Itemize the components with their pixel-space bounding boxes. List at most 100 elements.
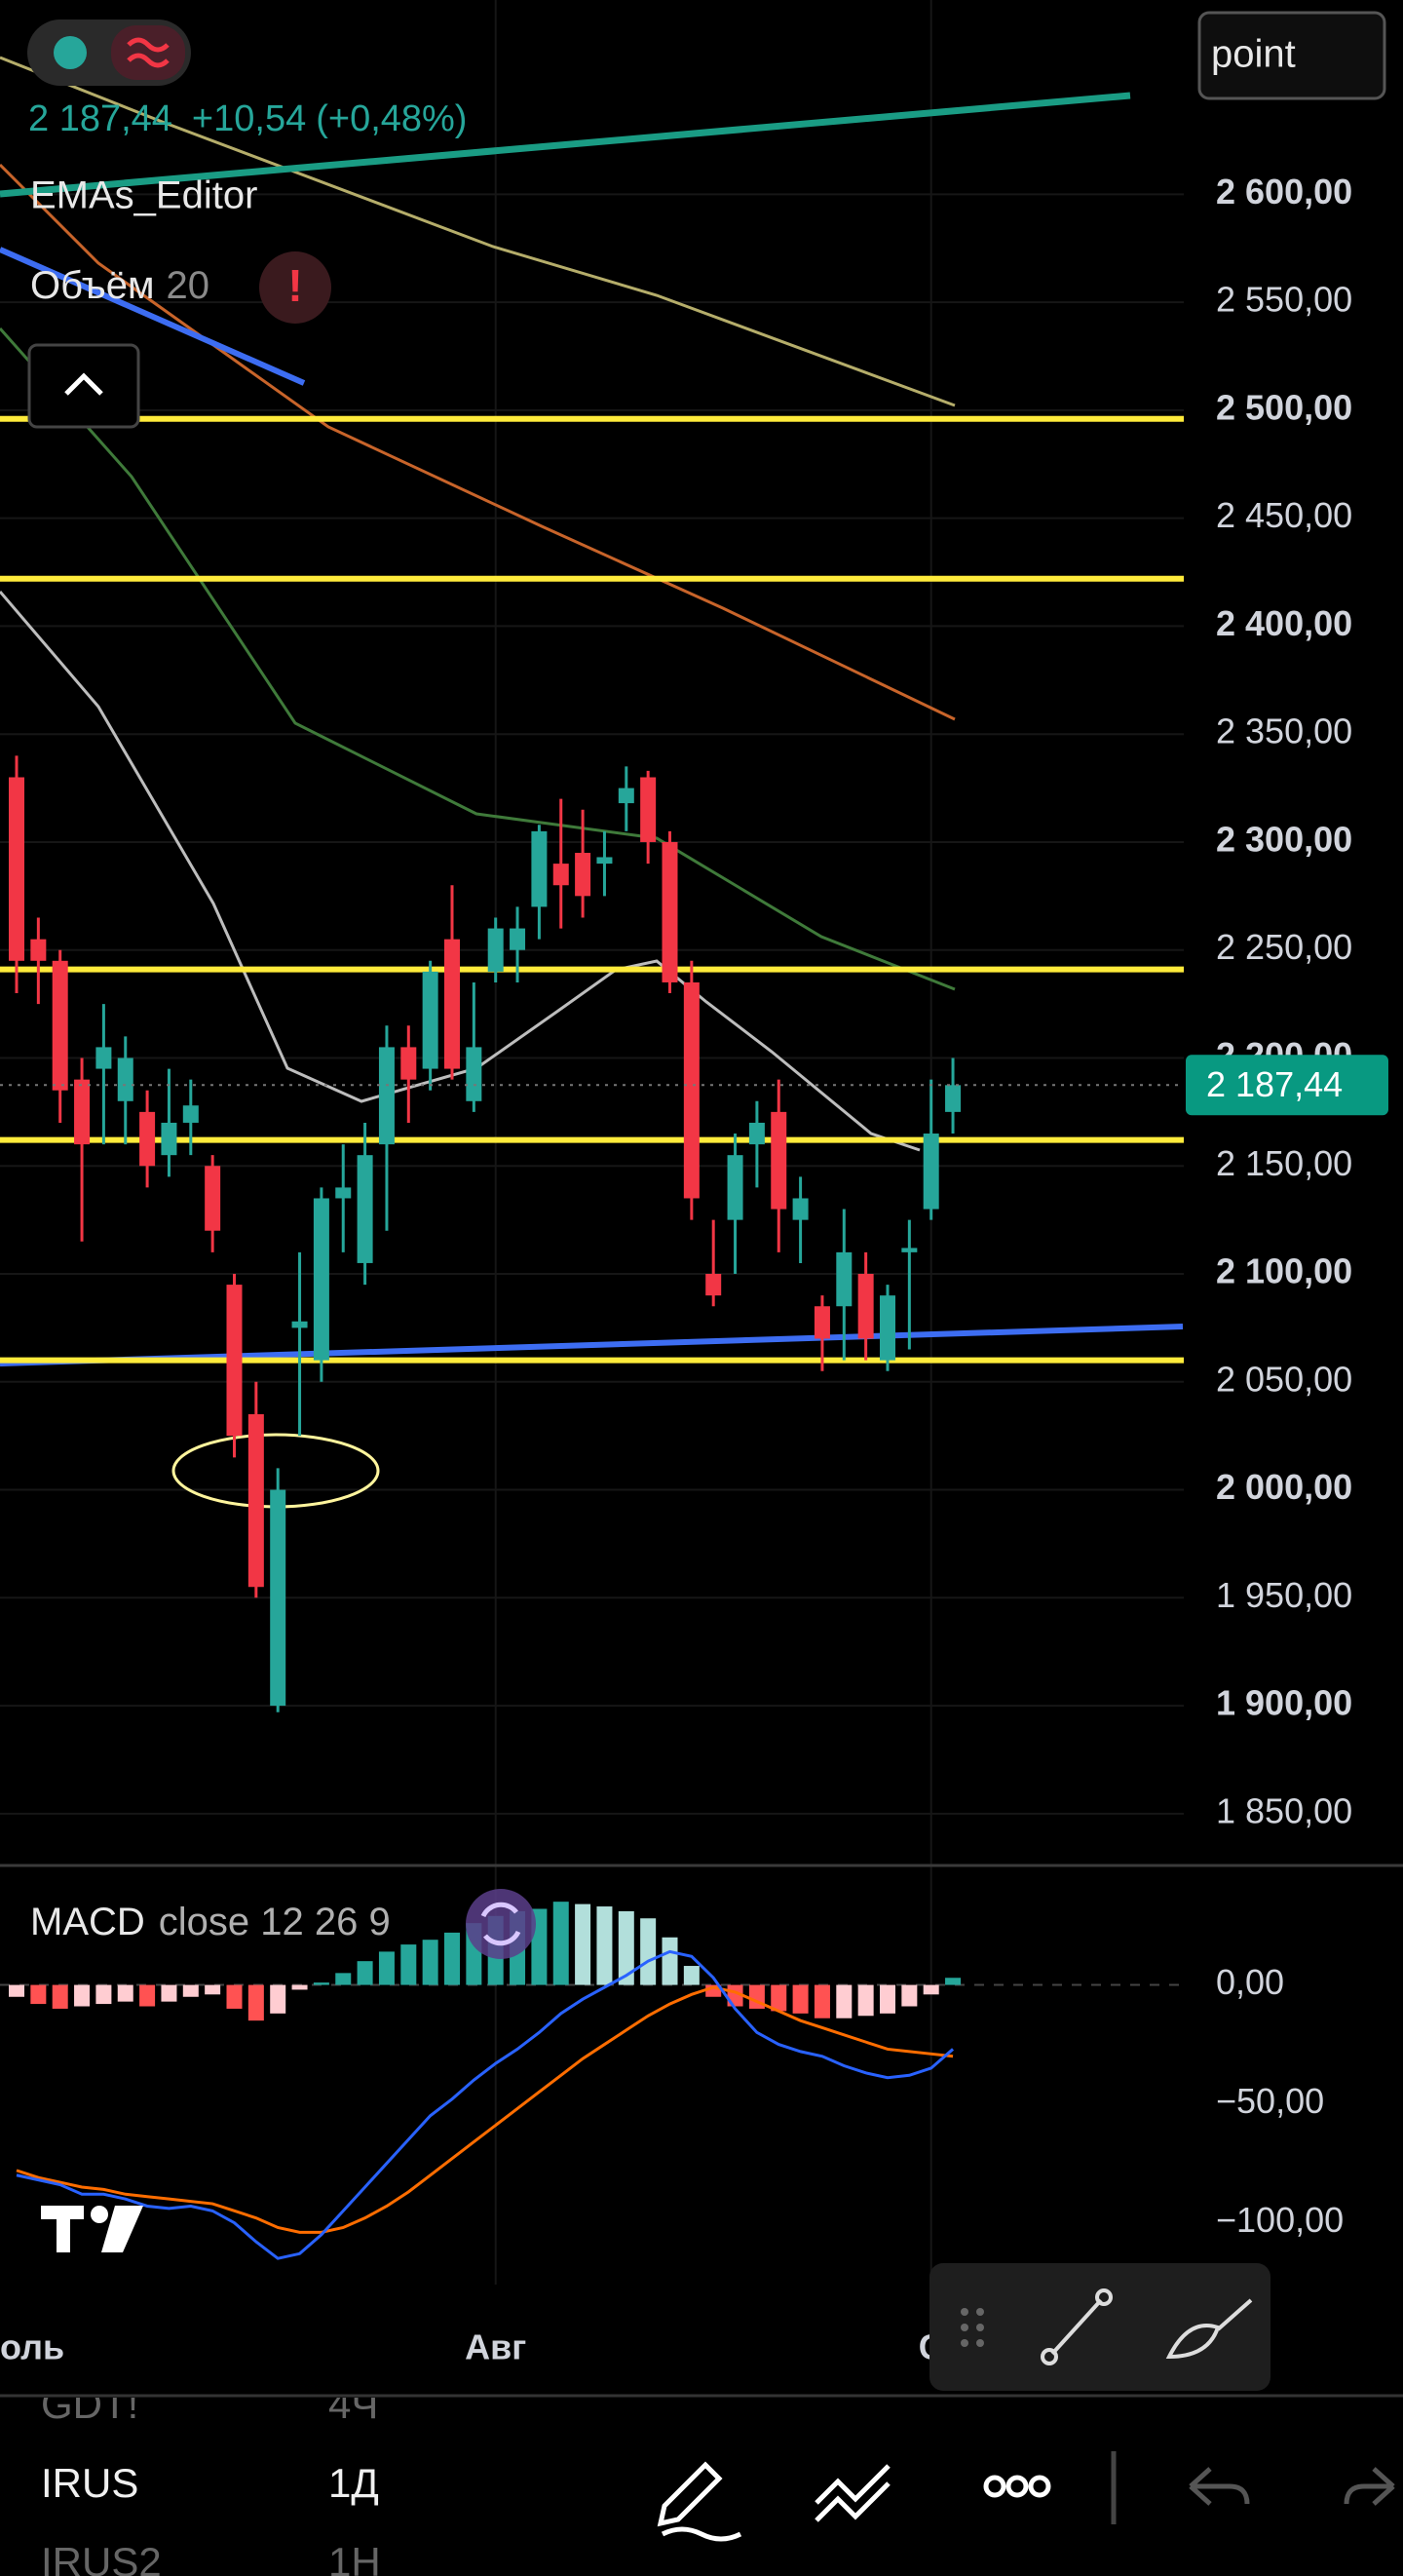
histogram-bar	[771, 1984, 787, 2012]
candle-body	[117, 1057, 133, 1101]
y-tick-label: −100,00	[1216, 2200, 1344, 2240]
histogram-bar	[640, 1918, 657, 1985]
candle-body	[575, 853, 591, 897]
brush-tool[interactable]	[1165, 2298, 1253, 2360]
histogram-bar	[618, 1910, 634, 1985]
candle-body	[945, 1085, 962, 1112]
candle-body	[596, 857, 613, 865]
ema-line	[0, 327, 956, 991]
histogram-bar	[378, 1951, 395, 1985]
trendline-tool[interactable]	[1041, 2288, 1113, 2365]
histogram-bar	[291, 1984, 308, 1990]
candle-body	[901, 1248, 918, 1252]
candle-body	[161, 1122, 177, 1156]
y-tick-label: 1 850,00	[1216, 1790, 1352, 1830]
macd-line	[16, 1949, 955, 2260]
macd-line	[16, 1985, 954, 2234]
watchlist-symbol[interactable]: IRUS2	[41, 2539, 162, 2576]
last-price-tag	[1186, 1055, 1388, 1116]
macd-inputs: close 12 26 9	[159, 1901, 391, 1943]
settings-button[interactable]	[466, 1889, 536, 1959]
histogram-bar	[662, 1937, 678, 1985]
macd-title: MACD	[30, 1901, 145, 1943]
candle-body	[662, 841, 678, 982]
ema-line	[0, 591, 921, 1152]
histogram-bar	[247, 1984, 264, 2021]
candle-body	[510, 928, 526, 950]
toolbar-bg	[929, 2263, 1270, 2391]
x-tick-label: Авг	[465, 2327, 526, 2367]
indicator-name[interactable]: Объём 20	[30, 264, 209, 307]
mode-button[interactable]	[1197, 11, 1386, 100]
bottom-toolbar	[657, 2451, 1395, 2542]
candle-body	[52, 960, 68, 1091]
histogram-bar	[226, 1984, 243, 2009]
candle-body	[640, 777, 657, 842]
histogram-bar	[901, 1984, 918, 2007]
histogram-bar	[161, 1984, 177, 2002]
candle-body	[683, 981, 700, 1199]
histogram-bar	[814, 1984, 830, 2019]
candle-body	[205, 1166, 221, 1231]
histogram-bar	[880, 1984, 895, 2014]
undo-button[interactable]	[1189, 2467, 1250, 2506]
histogram-bar	[313, 1982, 329, 1985]
collapse-icon	[64, 372, 103, 396]
indicator-name[interactable]: EMAs_Editor	[30, 174, 257, 217]
watchlist-symbol[interactable]: GDT!	[41, 2381, 138, 2427]
draw-button[interactable]	[657, 2461, 742, 2542]
histogram-bar	[205, 1984, 221, 1995]
y-tick-label: 2 100,00	[1216, 1251, 1352, 1291]
macd-legend: MACD close 12 26 9	[30, 1901, 391, 1943]
candle-body	[814, 1306, 830, 1339]
patterns-button[interactable]	[815, 2464, 891, 2522]
candle-body	[30, 939, 47, 961]
histogram-bar	[52, 1984, 68, 2009]
quote-change: +10,54	[192, 98, 306, 139]
histogram-bar	[836, 1984, 853, 2019]
candle-body	[880, 1295, 895, 1361]
y-tick-label: 2 050,00	[1216, 1359, 1352, 1399]
settings-icon	[480, 1902, 521, 1946]
histogram-bar	[575, 1903, 591, 1985]
warning-badge[interactable]	[259, 251, 331, 324]
candle-body	[378, 1047, 395, 1145]
candle-body	[357, 1155, 373, 1263]
histogram-bar	[422, 1940, 438, 1985]
candle-body	[291, 1321, 308, 1328]
candle-body	[139, 1111, 156, 1167]
ema-line	[0, 163, 956, 721]
y-tick-label: 1 950,00	[1216, 1575, 1352, 1615]
candle-body	[270, 1489, 286, 1707]
y-tick-label: 2 450,00	[1216, 495, 1352, 535]
logo	[41, 2206, 143, 2252]
legend: 2 187,44 +10,54 (+0,48%) EMAs_Editor Объём…	[27, 19, 467, 429]
candle-body	[400, 1047, 417, 1080]
histogram-bar	[335, 1973, 352, 1985]
ema-line	[0, 56, 956, 407]
drag-handle[interactable]	[961, 2308, 984, 2347]
histogram-bar	[9, 1984, 24, 1997]
watchlist-symbol[interactable]: IRUS	[41, 2460, 138, 2506]
candle-body	[182, 1105, 199, 1123]
histogram-bar	[552, 1902, 569, 1985]
candle-body	[247, 1414, 264, 1588]
more-button[interactable]	[983, 2475, 1051, 2498]
histogram-bar	[270, 1984, 286, 2014]
x-tick-label: оль	[0, 2327, 64, 2367]
candle-body	[74, 1079, 91, 1145]
candle-body	[466, 1047, 482, 1101]
redo-button[interactable]	[1344, 2467, 1395, 2506]
histogram-bar	[792, 1984, 809, 2014]
candle-body	[792, 1198, 809, 1220]
candle-body	[705, 1274, 722, 1296]
y-tick-label: 2 150,00	[1216, 1143, 1352, 1183]
collapse-button[interactable]	[27, 343, 140, 429]
y-tick-label: 1 900,00	[1216, 1683, 1352, 1723]
histogram-bar	[596, 1906, 613, 1985]
y-tick-label: 2 600,00	[1216, 172, 1352, 211]
candle-body	[727, 1155, 743, 1220]
watchlist-interval: 4Ч	[328, 2381, 378, 2427]
watchlist-interval: 1Н	[328, 2539, 381, 2576]
mode-button-label: point	[1211, 33, 1296, 76]
